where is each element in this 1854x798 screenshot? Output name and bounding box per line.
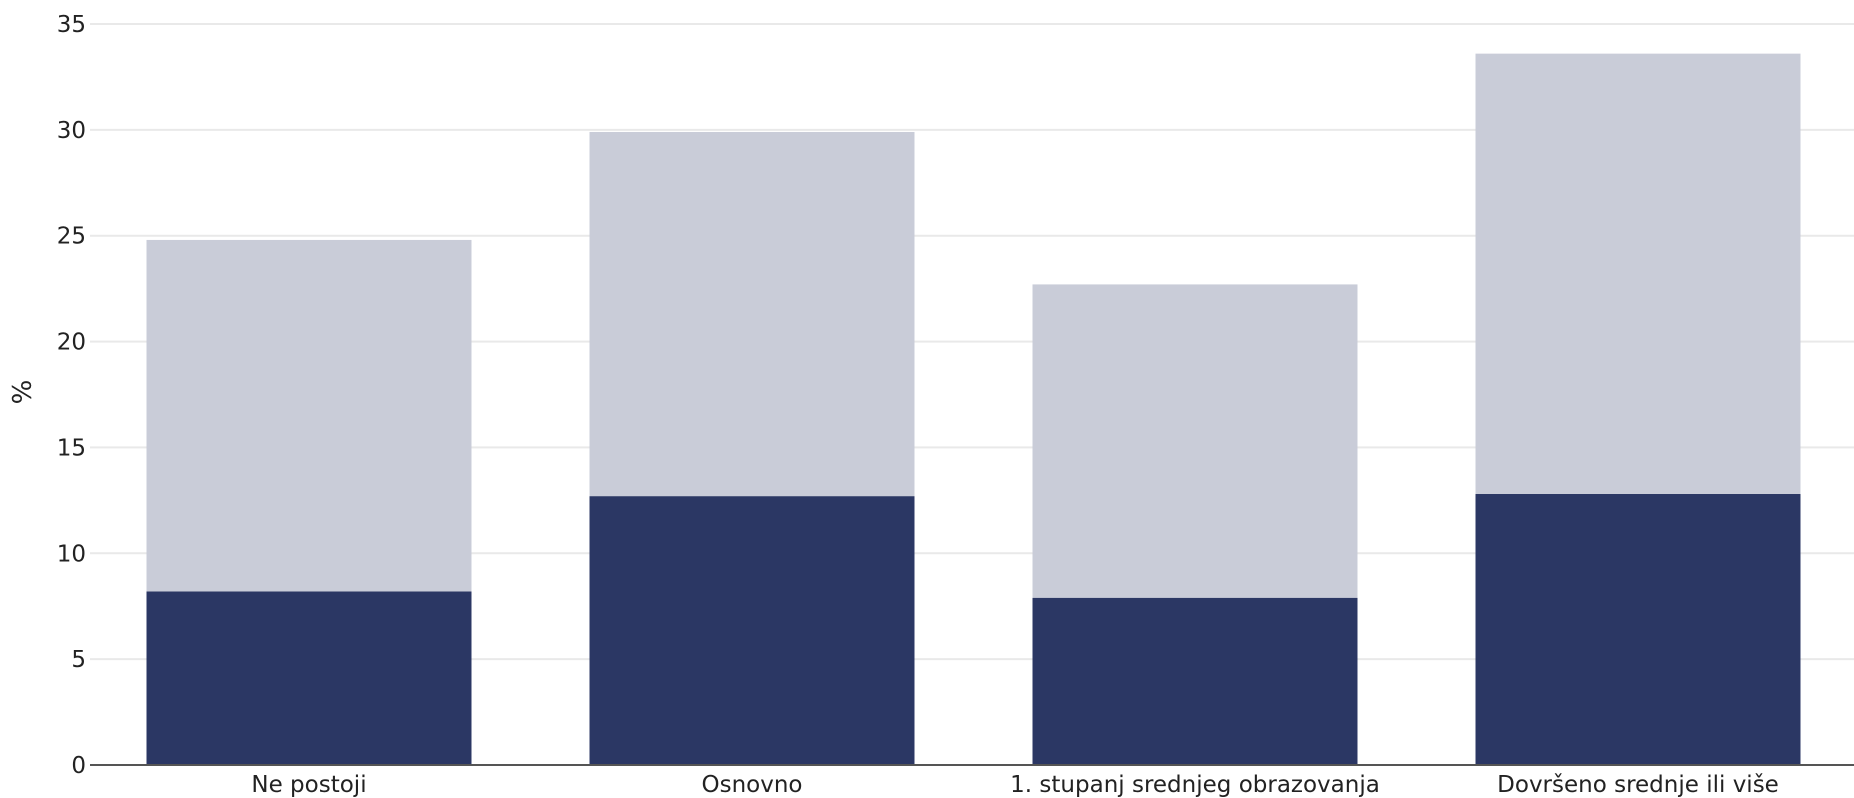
bar-segment-series-1: [1032, 597, 1358, 765]
y-axis-label: %: [8, 380, 38, 405]
y-tick-label: 5: [71, 647, 86, 673]
x-axis-categories: Ne postoji Osnovno 1. stupanj srednjeg obr…: [251, 772, 1778, 798]
bar-segment-series-2: [589, 131, 915, 497]
bar-segment-series-2: [146, 239, 472, 592]
y-axis-ticks: 0 5 10 15 20 25 30 35: [57, 12, 86, 779]
bar-segment-series-2: [1032, 284, 1358, 598]
y-tick-label: 30: [57, 118, 86, 144]
x-category-label: 1. stupanj srednjeg obrazovanja: [1010, 772, 1380, 798]
x-category-label: Ne postoji: [251, 772, 366, 798]
y-tick-label: 35: [57, 12, 86, 38]
y-tick-label: 0: [71, 753, 86, 779]
bar-segment-series-1: [1475, 494, 1801, 765]
bars: [146, 53, 1801, 765]
x-category-label: Osnovno: [702, 772, 803, 798]
y-tick-label: 25: [57, 224, 86, 250]
bar-segment-series-1: [146, 591, 472, 765]
y-tick-label: 20: [57, 330, 86, 356]
x-category-label: Dovršeno srednje ili više: [1497, 772, 1779, 798]
y-tick-label: 10: [57, 541, 86, 567]
bar-segment-series-1: [589, 496, 915, 765]
bar-segment-series-2: [1475, 53, 1801, 495]
y-tick-label: 15: [57, 435, 86, 461]
